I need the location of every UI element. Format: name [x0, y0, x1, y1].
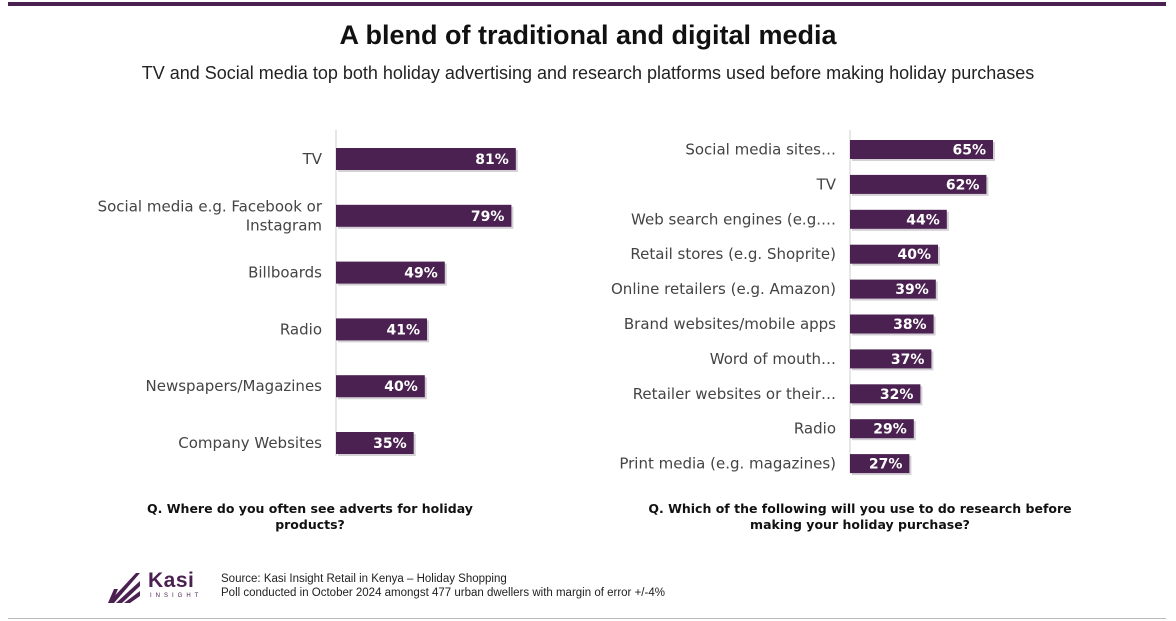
bar	[336, 148, 516, 170]
bar	[336, 432, 414, 454]
page-subtitle: TV and Social media top both holiday adv…	[141, 63, 1035, 83]
category-label: Web search engines (e.g.…	[631, 210, 836, 228]
category-label-line: TV	[816, 175, 837, 193]
bar	[850, 279, 936, 299]
adverts-chart: 81% TV 79% Social media e.g. Facebook or Ins…	[98, 130, 518, 456]
bar	[850, 419, 914, 439]
bar	[850, 244, 938, 264]
category-label: TV	[816, 175, 837, 193]
bar	[850, 174, 987, 194]
data-label: 29%	[873, 422, 907, 438]
category-label-line: Social media e.g. Facebook or	[98, 197, 323, 215]
top-rule	[8, 2, 1166, 6]
left-question-line2: products?	[275, 517, 345, 532]
bottom-rule	[8, 618, 1166, 619]
bar	[336, 261, 445, 284]
left-chart-question: Q. Where do you often see adverts for ho…	[140, 501, 480, 533]
category-label: Online retailers (e.g. Amazon)	[611, 280, 836, 298]
category-label: Social media e.g. Facebook or Instagram	[98, 197, 323, 234]
data-label: 27%	[869, 457, 903, 473]
data-label: 39%	[895, 282, 929, 298]
category-label: Word of mouth…	[710, 350, 836, 368]
kasi-logo-icon	[108, 573, 140, 603]
data-label: 44%	[906, 212, 940, 228]
category-label-line: Print media (e.g. magazines)	[619, 455, 836, 473]
data-label: 38%	[893, 317, 927, 333]
data-label: 35%	[373, 436, 407, 452]
category-label: Billboards	[248, 264, 322, 282]
source-note: Source: Kasi Insight Retail in Kenya – H…	[221, 572, 665, 600]
data-label: 37%	[891, 352, 925, 368]
data-label: 49%	[404, 266, 438, 282]
data-label: 32%	[880, 387, 914, 403]
bar	[850, 384, 921, 404]
data-label: 40%	[384, 379, 418, 395]
right-question-line1: Q. Which of the following will you use t…	[648, 501, 1072, 516]
category-label: Company Websites	[178, 434, 322, 452]
source-line2: Poll conducted in October 2024 amongst 4…	[221, 587, 665, 599]
category-label-line: Web search engines (e.g.…	[631, 210, 836, 228]
logo-name: Kasi	[148, 569, 195, 592]
data-label: 41%	[387, 322, 421, 338]
category-label: Print media (e.g. magazines)	[619, 455, 836, 473]
category-label-line: Radio	[794, 420, 836, 438]
data-label: 81%	[475, 152, 509, 168]
left-question-line1: Q. Where do you often see adverts for ho…	[147, 501, 473, 516]
data-label: 40%	[897, 247, 931, 263]
bar	[850, 349, 932, 369]
research-chart: 65% Social media sites… 62% TV 44% Web search…	[611, 130, 995, 476]
source-line1: Source: Kasi Insight Retail in Kenya – H…	[221, 573, 507, 585]
bar	[336, 204, 512, 227]
category-label-line: Retail stores (e.g. Shoprite)	[630, 245, 836, 263]
category-label: Retail stores (e.g. Shoprite)	[630, 245, 836, 263]
category-label-line: Newspapers/Magazines	[146, 377, 323, 395]
category-label: Radio	[280, 320, 322, 338]
kasi-logo: Kasi INSIGHT	[106, 569, 206, 605]
category-label: Newspapers/Magazines	[146, 377, 323, 395]
data-label: 62%	[946, 177, 980, 193]
category-label-line: Radio	[280, 320, 322, 338]
category-label-line: Retailer websites or their…	[633, 385, 836, 403]
right-chart-question: Q. Which of the following will you use t…	[645, 501, 1075, 533]
data-label: 79%	[471, 209, 505, 225]
logo-tagline: INSIGHT	[150, 593, 203, 599]
page-title: A blend of traditional and digital media	[339, 20, 837, 50]
category-label-line: TV	[302, 150, 323, 168]
category-label: Brand websites/mobile apps	[624, 315, 836, 333]
category-label: TV	[302, 150, 323, 168]
category-label-line: Social media sites…	[685, 141, 836, 159]
category-label: Retailer websites or their…	[633, 385, 836, 403]
category-label-line: Online retailers (e.g. Amazon)	[611, 280, 836, 298]
bar	[336, 318, 428, 341]
category-label-line: Word of mouth…	[710, 350, 836, 368]
category-label: Social media sites…	[685, 141, 836, 159]
category-label: Radio	[794, 420, 836, 438]
bar	[850, 454, 910, 474]
category-label-line: Billboards	[248, 264, 322, 282]
category-label-line: Brand websites/mobile apps	[624, 315, 836, 333]
category-label-line: Company Websites	[178, 434, 322, 452]
bar	[336, 375, 425, 398]
category-label-line: Instagram	[246, 216, 322, 234]
bar	[850, 314, 934, 334]
bar	[850, 140, 993, 159]
bar	[850, 209, 947, 229]
right-question-line2: making your holiday purchase?	[750, 517, 970, 532]
data-label: 65%	[952, 143, 986, 159]
